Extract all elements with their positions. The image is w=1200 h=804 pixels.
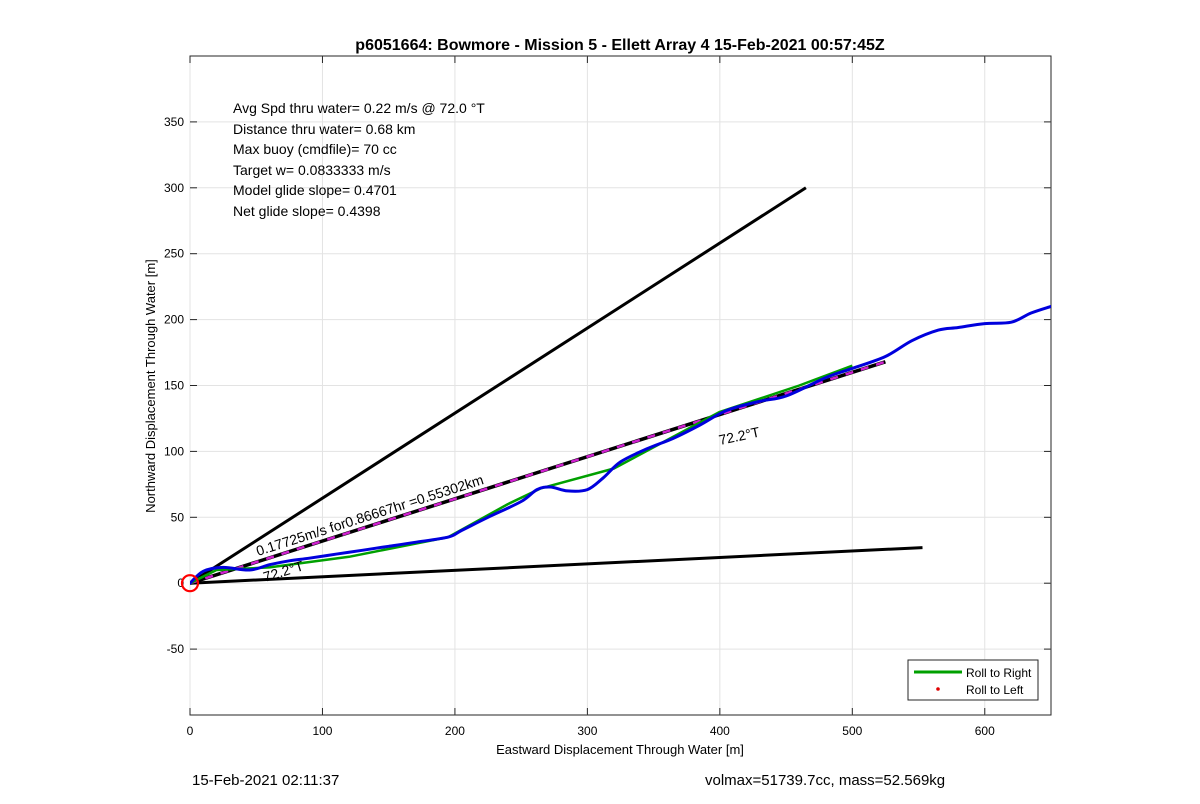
x-tick-label: 0 — [187, 724, 194, 738]
stats-line-max-buoy: Max buoy (cmdfile)= 70 cc — [233, 141, 397, 157]
legend-label-roll-left: Roll to Left — [966, 683, 1024, 697]
y-tick-label: 200 — [164, 313, 184, 327]
series-envelope-upper — [190, 186, 807, 585]
y-tick-label: 50 — [171, 510, 185, 524]
y-tick-label: -50 — [167, 642, 185, 656]
stats-text-block: Avg Spd thru water= 0.22 m/s @ 72.0 °T D… — [233, 100, 485, 219]
y-tick-label: 250 — [164, 247, 184, 261]
legend-box — [907, 659, 1039, 701]
series-group — [190, 186, 1051, 585]
stats-line-speed: Avg Spd thru water= 0.22 m/s @ 72.0 °T — [233, 100, 485, 116]
stats-line-model-glide: Model glide slope= 0.4701 — [233, 182, 397, 198]
y-tick-label: 150 — [164, 379, 184, 393]
stats-line-target-w: Target w= 0.0833333 m/s — [233, 162, 391, 178]
x-tick-label: 100 — [312, 724, 332, 738]
legend-label-roll-right: Roll to Right — [966, 666, 1032, 680]
footer-volmax-mass: volmax=51739.7cc, mass=52.569kg — [705, 772, 946, 789]
series-envelope-lower — [190, 546, 923, 585]
x-tick-label: 400 — [710, 724, 730, 738]
legend: Roll to Right Roll to Left — [907, 659, 1039, 701]
x-tick-label: 200 — [445, 724, 465, 738]
x-tick-label: 600 — [975, 724, 995, 738]
chart-title: p6051664: Bowmore - Mission 5 - Ellett A… — [355, 37, 885, 54]
axis-ticks: 0 100 200 300 400 500 600 -50 0 50 100 150 200 250 300… — [164, 56, 1051, 738]
y-tick-label: 300 — [164, 181, 184, 195]
x-tick-label: 500 — [842, 724, 862, 738]
y-tick-label: 350 — [164, 115, 184, 129]
series-track — [190, 304, 1051, 585]
stats-line-distance: Distance thru water= 0.68 km — [233, 121, 415, 137]
legend-swatch-roll-left — [936, 687, 940, 691]
x-tick-label: 300 — [577, 724, 597, 738]
origin-marker — [180, 574, 200, 593]
y-tick-label: 100 — [164, 444, 184, 458]
stats-line-net-glide: Net glide slope= 0.4398 — [233, 203, 381, 219]
footer-timestamp: 15-Feb-2021 02:11:37 — [192, 772, 340, 789]
x-axis-label: Eastward Displacement Through Water [m] — [496, 742, 744, 757]
y-tick-label: 0 — [177, 576, 184, 590]
grid — [189, 56, 1051, 715]
y-axis-label: Northward Displacement Through Water [m] — [143, 259, 158, 513]
